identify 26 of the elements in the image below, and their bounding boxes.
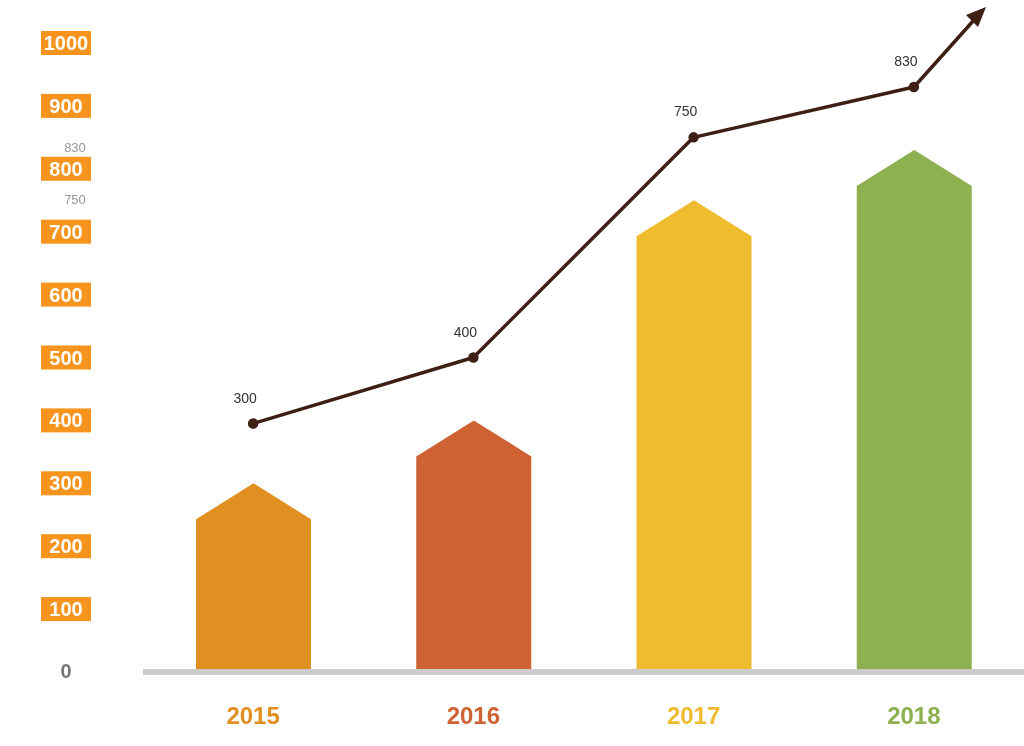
x-tick-label: 2015 — [226, 702, 280, 729]
point — [247, 418, 259, 429]
text: 750 — [63, 192, 87, 207]
y-tick-label: 600 — [49, 283, 83, 306]
y-tick-label: 1000 — [43, 32, 89, 54]
y-tick-label: 700 — [49, 220, 83, 243]
annotation: 300 — [232, 389, 258, 406]
annotation: 400 — [452, 323, 479, 340]
y-tick-label: 400 — [49, 409, 83, 432]
y-tick-label: 200 — [49, 535, 83, 558]
point — [688, 132, 699, 143]
bar — [636, 200, 752, 672]
x-tick-label: 2018 — [887, 702, 941, 729]
y-tick-label: 500 — [49, 346, 83, 369]
y-tick-label: 0 — [60, 660, 72, 682]
x-tick-label: 2017 — [666, 702, 721, 729]
x-tick-label: 2016 — [446, 702, 501, 729]
point — [468, 352, 479, 363]
bar — [856, 149, 972, 672]
y-tick-label: 300 — [49, 472, 83, 495]
annotation: 750 — [672, 103, 699, 120]
y-tick-label: 800 — [49, 157, 83, 180]
annotation: 830 — [893, 53, 919, 70]
y-tick-label: 100 — [49, 598, 83, 621]
text: 830 — [63, 140, 87, 155]
y-tick-label: 900 — [49, 94, 83, 117]
